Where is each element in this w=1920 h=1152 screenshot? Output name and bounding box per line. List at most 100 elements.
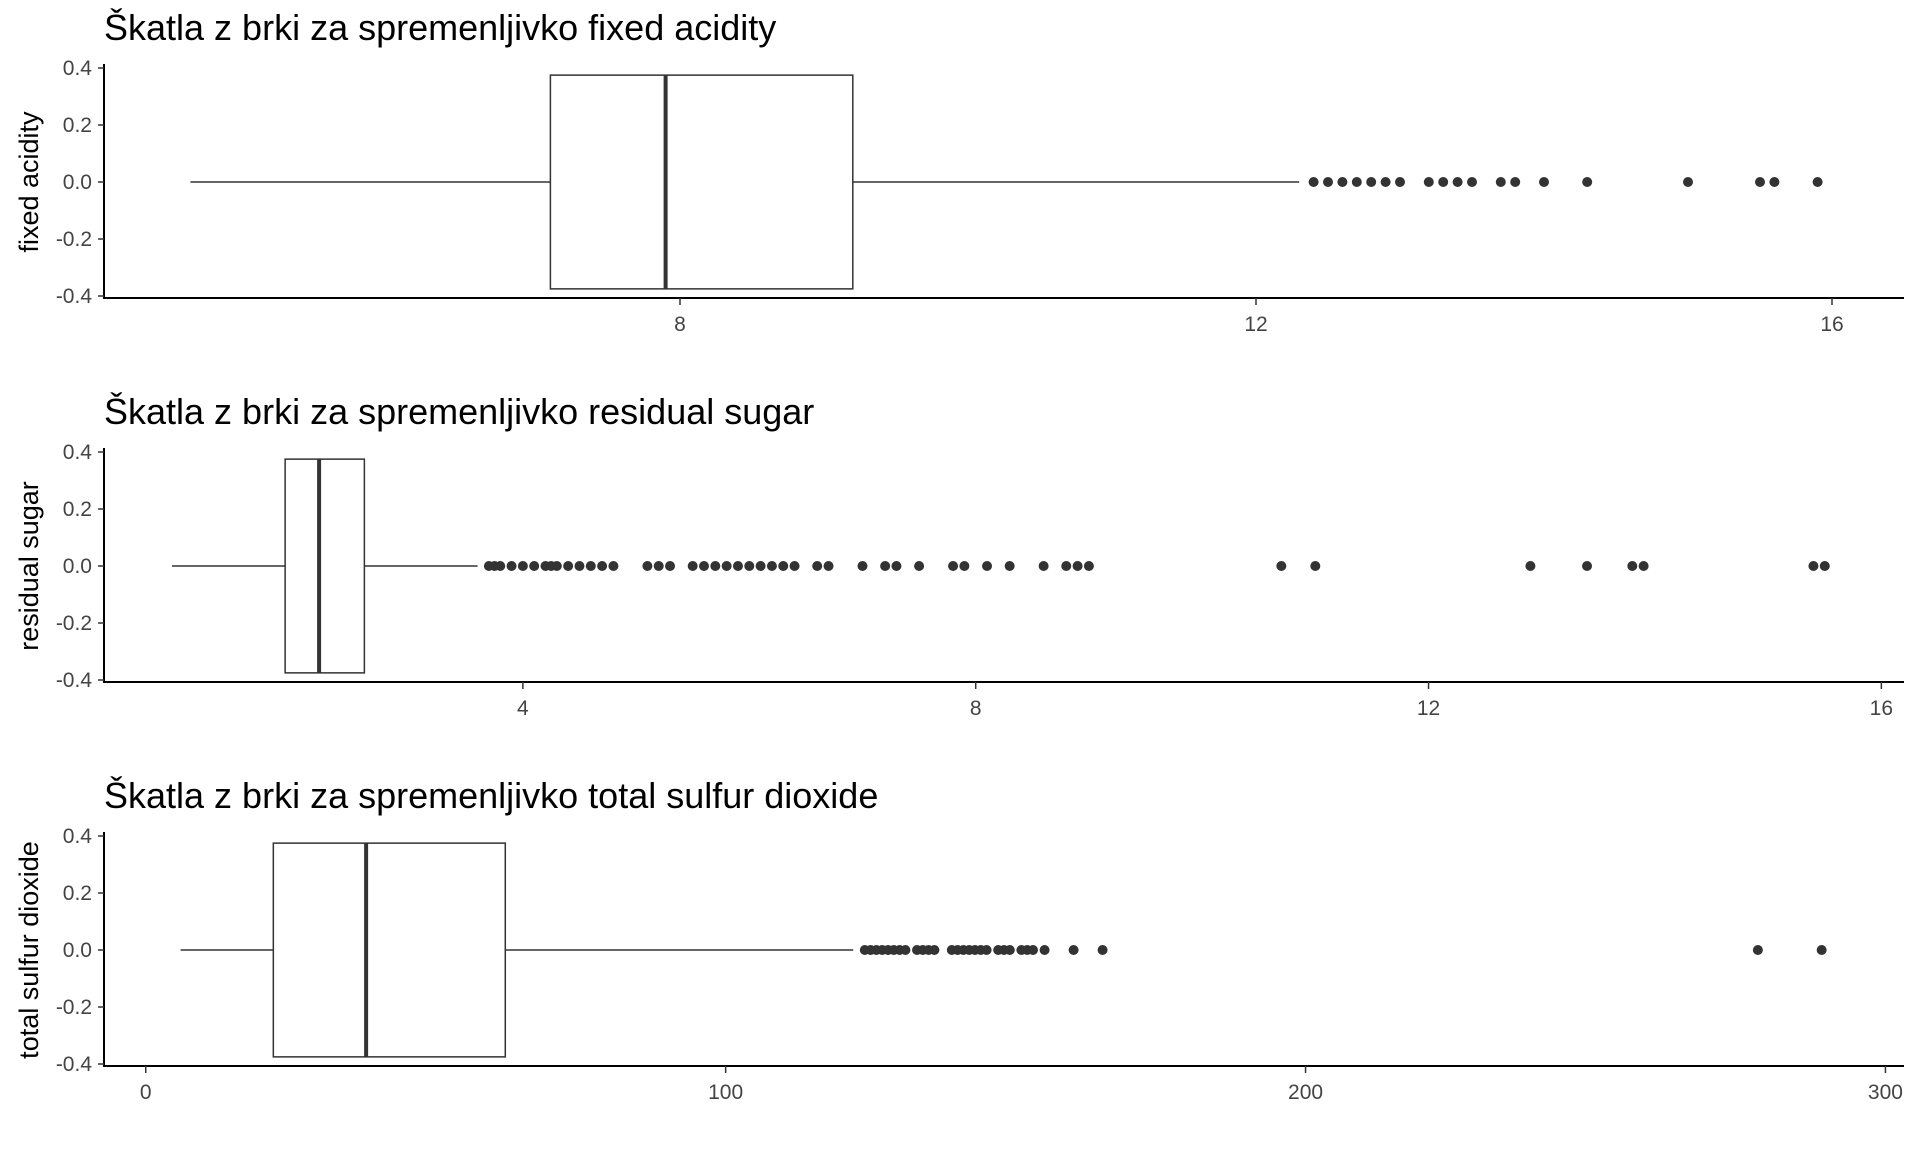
outlier-point [1039, 945, 1050, 955]
outlier-point [732, 561, 743, 571]
outlier-point [1337, 177, 1348, 187]
outlier-point [981, 945, 992, 955]
outlier-point [574, 561, 585, 571]
interquartile-box [272, 842, 507, 1058]
outlier-point [1452, 177, 1463, 187]
interquartile-box [549, 74, 854, 290]
outlier-point [1467, 177, 1477, 187]
y-tick-label: 0.2 [63, 498, 92, 521]
outlier-point [1027, 945, 1038, 955]
outlier-point [517, 561, 528, 571]
y-tick-label: 0.0 [63, 939, 92, 962]
outlier-point [1004, 561, 1015, 571]
y-tick-label: 0.2 [63, 114, 92, 137]
x-tick-label: 16 [1870, 697, 1893, 720]
outlier-point [1072, 561, 1083, 571]
outlier-point [597, 561, 608, 571]
outlier-point [1038, 561, 1049, 571]
outlier-point [1366, 177, 1377, 187]
outlier-point [1068, 945, 1079, 955]
outlier-point [608, 561, 619, 571]
y-tick-label: 0.2 [63, 882, 92, 905]
outlier-point [1276, 561, 1287, 571]
y-tick-label: 0.4 [63, 825, 93, 848]
x-tick-label: 100 [708, 1081, 743, 1104]
x-tick-label: 8 [970, 697, 982, 720]
outlier-point [1539, 177, 1549, 187]
y-axis-label: total sulfur dioxide [14, 841, 44, 1059]
outlier-point [1582, 561, 1593, 571]
outlier-point [891, 561, 902, 571]
outlier-point [1582, 177, 1593, 187]
outlier-point [1097, 945, 1108, 955]
x-tick-label: 8 [674, 313, 686, 336]
outlier-point [699, 561, 709, 571]
chart-title: Škatla z brki za spremenljivko total sul… [104, 775, 878, 816]
chart-panel: Škatla z brki za spremenljivko total sul… [14, 775, 1904, 1104]
outlier-point [653, 561, 664, 571]
outlier-point [857, 561, 868, 571]
y-tick-label: 0.4 [63, 441, 93, 464]
outlier-point [1627, 561, 1638, 571]
outlier-point [1004, 945, 1015, 955]
outlier-point [1752, 945, 1763, 955]
x-tick-label: 0 [140, 1081, 152, 1104]
outlier-point [1310, 561, 1321, 571]
outlier-point [1323, 177, 1333, 187]
outlier-point [665, 561, 676, 571]
outlier-point [1495, 177, 1506, 187]
outlier-point [1755, 177, 1765, 187]
outlier-point [1351, 177, 1362, 187]
outlier-point [1061, 561, 1072, 571]
x-tick-label: 12 [1244, 313, 1267, 336]
outlier-point [687, 561, 698, 571]
y-tick-label: 0.4 [63, 57, 93, 80]
outlier-point [1819, 561, 1830, 571]
y-axis-label: residual sugar [14, 481, 44, 651]
outlier-point [1380, 177, 1391, 187]
outlier-point [710, 561, 721, 571]
outlier-point [766, 561, 777, 571]
outlier-point [900, 945, 911, 955]
outlier-point [1816, 945, 1827, 955]
outlier-point [1308, 177, 1319, 187]
outlier-point [506, 561, 517, 571]
outlier-point [812, 561, 823, 571]
outlier-point [1395, 177, 1405, 187]
outlier-point [585, 561, 596, 571]
outlier-point [1510, 177, 1521, 187]
outlier-point [1769, 177, 1780, 187]
y-tick-label: -0.4 [56, 285, 93, 308]
outlier-point [929, 945, 940, 955]
y-axis-label: fixed acidity [14, 111, 44, 253]
outlier-point [959, 561, 970, 571]
outlier-point [1812, 177, 1823, 187]
y-tick-label: -0.4 [56, 669, 93, 692]
x-tick-label: 200 [1288, 1081, 1323, 1104]
y-tick-label: 0.0 [63, 555, 92, 578]
outlier-point [529, 561, 540, 571]
chart-title: Škatla z brki za spremenljivko fixed aci… [104, 7, 776, 48]
outlier-point [1808, 561, 1819, 571]
outlier-point [755, 561, 766, 571]
y-tick-label: -0.2 [56, 996, 92, 1019]
outlier-point [982, 561, 993, 571]
outlier-point [551, 561, 562, 571]
outlier-point [948, 561, 959, 571]
y-tick-label: -0.2 [56, 228, 92, 251]
outlier-point [914, 561, 925, 571]
outlier-point [789, 561, 800, 571]
outlier-point [1423, 177, 1434, 187]
outlier-point [823, 561, 834, 571]
outlier-point [1083, 561, 1094, 571]
x-tick-label: 300 [1868, 1081, 1903, 1104]
outlier-point [880, 561, 891, 571]
outlier-point [1525, 561, 1536, 571]
outlier-point [1438, 177, 1449, 187]
outlier-point [721, 561, 732, 571]
outlier-point [744, 561, 755, 571]
outlier-point [1683, 177, 1693, 187]
interquartile-box [284, 458, 366, 674]
y-tick-label: -0.2 [56, 612, 92, 635]
